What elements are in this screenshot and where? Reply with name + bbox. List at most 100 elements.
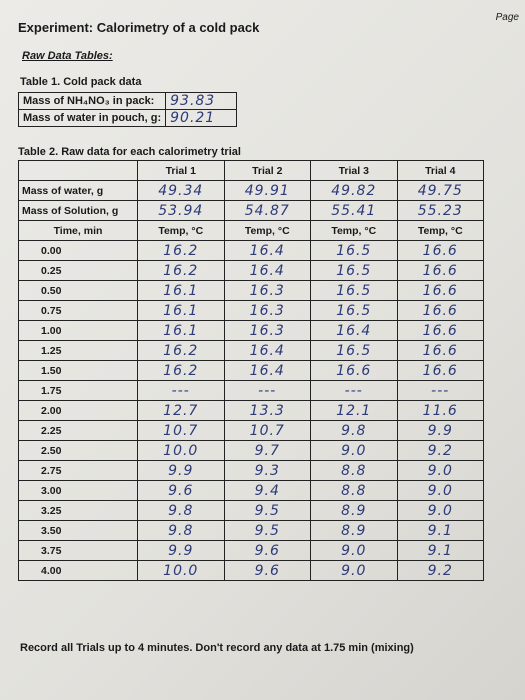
- footer-note: Record all Trials up to 4 minutes. Don't…: [20, 642, 414, 654]
- column-header: Temp, °C: [310, 220, 398, 241]
- temperature-value: 16.2: [137, 360, 225, 381]
- data-row: 2.50 10.0 9.7 9.0 9.2: [18, 440, 484, 461]
- temperature-value: 16.6: [396, 300, 484, 321]
- temperature-value: 9.0: [310, 560, 398, 581]
- temperature-value: 9.0: [396, 460, 484, 481]
- temperature-value: 16.6: [396, 240, 484, 261]
- temperature-value: 8.9: [310, 500, 398, 521]
- data-row: 1.50 16.2 16.4 16.6 16.6: [18, 360, 484, 381]
- temperature-value: 16.3: [223, 280, 311, 301]
- trial-header: Trial 4: [396, 160, 484, 181]
- temperature-value: 16.5: [310, 240, 398, 261]
- temperature-value: 9.6: [137, 480, 225, 501]
- temperature-value: 16.3: [223, 320, 311, 341]
- table-row: Mass of water in pouch, g: 90.21: [17, 109, 238, 127]
- temperature-value: 12.1: [310, 400, 398, 421]
- time-cell: 3.00: [18, 480, 138, 501]
- data-row: 2.00 12.7 13.3 12.1 11.6: [18, 400, 484, 421]
- trial-header: Trial 1: [137, 160, 225, 181]
- data-row: 1.75 --- --- --- ---: [18, 380, 484, 401]
- temperature-value: 9.8: [137, 500, 225, 521]
- temperature-value: 9.0: [396, 480, 484, 501]
- temperature-value: 16.5: [310, 280, 398, 301]
- temperature-value: 16.2: [137, 260, 225, 281]
- data-row: 0.75 16.1 16.3 16.5 16.6: [18, 300, 484, 321]
- data-row: 3.25 9.8 9.5 8.9 9.0: [18, 500, 484, 521]
- column-header: Temp, °C: [137, 220, 225, 241]
- time-cell: 0.75: [18, 300, 138, 321]
- recorded-value: 53.94: [137, 200, 225, 221]
- recorded-value: 55.23: [396, 200, 484, 221]
- table-caption: Table 1. Cold pack data: [20, 76, 142, 88]
- temperature-value: 10.7: [223, 420, 311, 441]
- temperature-value: 16.6: [396, 280, 484, 301]
- temperature-value: 9.8: [137, 520, 225, 541]
- temperature-value: 11.6: [396, 400, 484, 421]
- time-cell: 2.50: [18, 440, 138, 461]
- row-label: Mass of water, g: [18, 180, 138, 201]
- temperature-value: 16.6: [310, 360, 398, 381]
- trial-header: Trial 2: [223, 160, 311, 181]
- cold-pack-table: Mass of NH₄NO₃ in pack: 93.83 Mass of wate…: [17, 92, 238, 127]
- temperature-value: 16.4: [223, 360, 311, 381]
- temperature-value: 9.9: [137, 540, 225, 561]
- temperature-value: 9.1: [396, 540, 484, 561]
- temperature-value: 9.4: [223, 480, 311, 501]
- data-row: 0.00 16.2 16.4 16.5 16.6: [18, 240, 484, 261]
- temperature-value: 9.6: [223, 560, 311, 581]
- temperature-value: 10.0: [137, 560, 225, 581]
- temperature-value: ---: [310, 380, 398, 401]
- recorded-value: 93.83: [165, 92, 238, 110]
- recorded-value: 49.75: [396, 180, 484, 201]
- time-cell: 2.25: [18, 420, 138, 441]
- recorded-value: 49.82: [310, 180, 398, 201]
- section-heading: Raw Data Tables:: [22, 50, 113, 62]
- time-cell: 3.50: [18, 520, 138, 541]
- data-row: 0.50 16.1 16.3 16.5 16.6: [18, 280, 484, 301]
- temperature-value: 9.6: [223, 540, 311, 561]
- temperature-value: 9.8: [310, 420, 398, 441]
- temperature-value: 10.0: [137, 440, 225, 461]
- data-row: 3.50 9.8 9.5 8.9 9.1: [18, 520, 484, 541]
- corner-cell: [18, 160, 138, 181]
- temperature-value: 9.0: [310, 540, 398, 561]
- temperature-value: 16.4: [310, 320, 398, 341]
- temperature-value: 16.4: [223, 260, 311, 281]
- mass-row: Mass of water, g 49.34 49.91 49.82 49.75: [18, 180, 484, 201]
- temperature-value: 16.2: [137, 340, 225, 361]
- column-header: Temp, °C: [396, 220, 484, 241]
- data-row: 4.00 10.0 9.6 9.0 9.2: [18, 560, 484, 581]
- temperature-value: 16.6: [396, 320, 484, 341]
- temperature-value: 10.7: [137, 420, 225, 441]
- temperature-value: 16.4: [223, 240, 311, 261]
- table-caption: Table 2. Raw data for each calorimetry t…: [18, 146, 241, 158]
- temperature-value: 16.1: [137, 280, 225, 301]
- column-header: Temp, °C: [223, 220, 311, 241]
- row-label: Mass of Solution, g: [18, 200, 138, 221]
- temperature-value: 16.6: [396, 360, 484, 381]
- title: Experiment: Calorimetry of a cold pack: [18, 20, 260, 35]
- temperature-value: 9.5: [223, 520, 311, 541]
- temperature-value: 9.1: [396, 520, 484, 541]
- data-row: 3.75 9.9 9.6 9.0 9.1: [18, 540, 484, 561]
- temperature-value: 8.8: [310, 480, 398, 501]
- temperature-value: 16.4: [223, 340, 311, 361]
- time-cell: 1.00: [18, 320, 138, 341]
- time-cell: 3.25: [18, 500, 138, 521]
- data-row: 1.00 16.1 16.3 16.4 16.6: [18, 320, 484, 341]
- page-label: Page: [495, 12, 519, 23]
- temperature-value: 9.5: [223, 500, 311, 521]
- row-label: Mass of water in pouch, g:: [17, 109, 167, 127]
- time-cell: 2.00: [18, 400, 138, 421]
- time-cell: 0.00: [18, 240, 138, 261]
- time-cell: 4.00: [18, 560, 138, 581]
- data-row: 0.25 16.2 16.4 16.5 16.6: [18, 260, 484, 281]
- trial-table: Trial 1 Trial 2 Trial 3 Trial 4 Mass of wate…: [18, 160, 484, 581]
- data-row: 2.75 9.9 9.3 8.8 9.0: [18, 460, 484, 481]
- temperature-value: 9.0: [396, 500, 484, 521]
- temperature-value: 9.2: [396, 440, 484, 461]
- temperature-value: 16.2: [137, 240, 225, 261]
- temperature-value: 9.9: [137, 460, 225, 481]
- recorded-value: 49.91: [223, 180, 311, 201]
- temperature-value: ---: [223, 380, 311, 401]
